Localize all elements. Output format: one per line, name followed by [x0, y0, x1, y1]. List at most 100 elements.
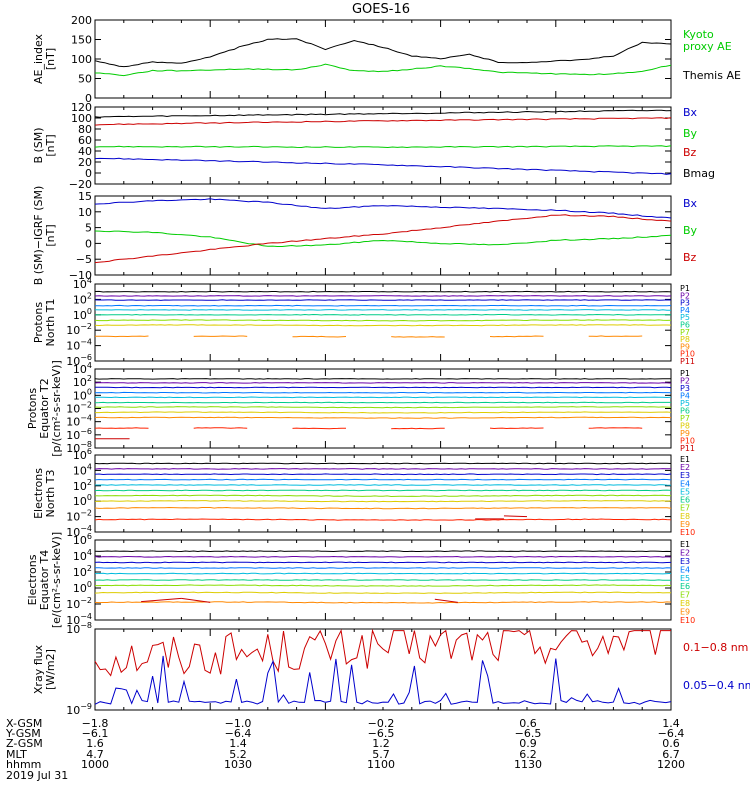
series-p3	[95, 386, 672, 389]
legend-p5: P5	[680, 399, 690, 408]
y-tick-label: 10−9	[66, 702, 92, 717]
legend-p2: P2	[680, 291, 690, 300]
y-tick-label: 10−2	[66, 401, 92, 416]
axis-row-value: 1100	[367, 758, 395, 771]
y-tick-label: 10−2	[66, 509, 92, 524]
y-tick-label: 150	[71, 34, 92, 47]
y-axis-label: B (SM)[nT]	[32, 127, 57, 163]
series-e2	[94, 555, 672, 558]
axis-row-label: X-GSM	[6, 717, 42, 730]
panel-xray: 10−9 10−8 Xray flux[W/m2] 0.1−0.8 nm 0.05−0.…	[32, 621, 750, 717]
legend-e1: E1	[680, 455, 690, 464]
axis-row-label: Y-GSM	[5, 727, 41, 740]
y-tick-label: 10−6	[66, 427, 92, 442]
y-tick-label: 15	[78, 190, 92, 203]
y-axis-label: B (SM)−IGRF (SM)[nT]	[32, 186, 57, 286]
y-tick-label: 10−2	[66, 322, 92, 337]
series-p9	[94, 416, 672, 419]
axis-row-label: hhmm	[6, 758, 41, 771]
series-e1	[94, 462, 672, 465]
axis-row-value: 1130	[514, 758, 542, 771]
series-e1	[94, 550, 672, 553]
series-segment	[141, 597, 182, 603]
series-p7	[94, 319, 672, 322]
y-tick-label: 104	[73, 361, 92, 376]
series-p1	[94, 290, 672, 293]
axis-row-value: 6.2	[519, 748, 537, 761]
y-tick-label: 106	[73, 532, 92, 547]
series-segment	[434, 598, 458, 603]
y-tick-label: −5	[76, 253, 92, 266]
y-tick-label: 80	[78, 123, 92, 136]
legend-e4: E4	[680, 565, 690, 574]
panel-bigrf: −10 −5 0 5 10 15 B (SM)−IGRF (SM)[nT] Bx By Bz	[32, 186, 698, 286]
legend-e8: E8	[680, 512, 690, 521]
legend-e10: E10	[680, 528, 695, 537]
y-tick-label: 120	[71, 101, 92, 114]
legend-item: Bz	[683, 251, 697, 264]
series-segment	[503, 515, 528, 518]
y-tick-label: 5	[85, 222, 92, 235]
y-tick-label: 10−4	[66, 612, 92, 627]
y-tick-label: 40	[78, 145, 92, 158]
y-tick-label: 50	[78, 73, 92, 86]
legend-e7: E7	[680, 504, 690, 513]
y-tick-label: 10−6	[66, 353, 92, 368]
y-tick-label: 200	[71, 14, 92, 27]
legend-item: By	[683, 224, 698, 237]
y-tick-label: 0	[85, 167, 92, 180]
axis-row-value: 5.2	[229, 748, 247, 761]
legend-p10: P10	[680, 437, 695, 446]
y-tick-label: 100	[73, 307, 92, 322]
y-tick-label: 100	[73, 387, 92, 402]
series-p5	[94, 396, 672, 399]
legend-p9: P9	[680, 429, 690, 438]
legend-p8: P8	[680, 422, 690, 431]
y-tick-label: 100	[71, 112, 92, 125]
series-e4	[94, 567, 672, 569]
axis-row-value: 1.6	[86, 737, 104, 750]
axis-row-value: −1.8	[82, 717, 109, 730]
plot-title: GOES-16	[352, 2, 410, 17]
axis-row-value: 1200	[657, 758, 685, 771]
series-p4	[94, 304, 672, 307]
y-axis-label: AE_index[nT]	[32, 33, 57, 84]
series-e8	[94, 591, 671, 594]
legend-p6: P6	[680, 321, 690, 330]
y-tick-label: 20	[78, 156, 92, 169]
series-p5	[94, 309, 671, 311]
legend-e9: E9	[680, 608, 690, 617]
panel-ae: 0 50 100 150 200 AE_index[nT] Kyoto proxy AE The…	[32, 14, 741, 105]
legend-item: Themis AE	[682, 69, 741, 82]
legend-p11: P11	[680, 444, 695, 453]
legend-item: Bz	[683, 146, 697, 159]
series-p4	[94, 391, 672, 394]
series-bz	[94, 214, 672, 264]
y-tick-label: 0	[85, 92, 92, 105]
axis-row-value: −6.1	[82, 727, 109, 740]
legend-item: Kyoto proxy AE	[683, 28, 732, 53]
y-tick-label: 0	[85, 237, 92, 250]
axis-row-value: 1.4	[229, 737, 247, 750]
series-e10	[94, 518, 672, 521]
y-tick-label: 10−8	[66, 440, 92, 455]
y-tick-label: 100	[71, 53, 92, 66]
y-tick-label: 106	[73, 447, 92, 462]
y-tick-label: 102	[73, 564, 92, 579]
axis-row-value: −1.0	[225, 717, 252, 730]
legend-e2: E2	[680, 548, 690, 557]
y-tick-label: 10	[78, 206, 92, 219]
series-e3	[94, 473, 672, 476]
y-tick-label: 10−4	[66, 414, 92, 429]
series-e9	[94, 601, 672, 604]
y-tick-label: 60	[78, 134, 92, 147]
legend-item: Bmag	[683, 167, 715, 180]
y-tick-label: 10−2	[66, 596, 92, 611]
series-kyoto-proxy-ae	[95, 63, 672, 77]
legend-p9: P9	[680, 342, 690, 351]
